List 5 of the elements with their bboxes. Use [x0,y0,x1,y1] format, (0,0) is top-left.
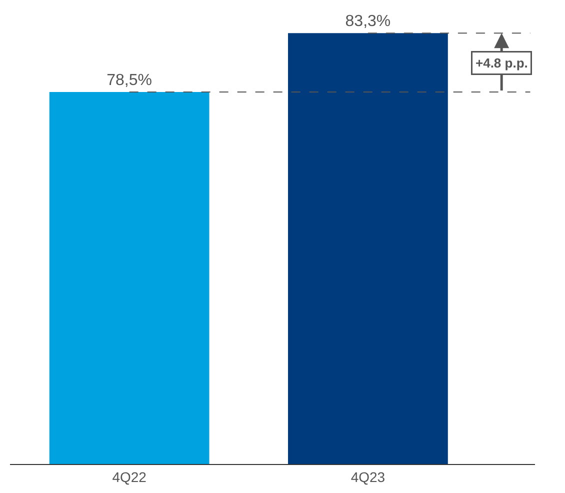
data-label: 78,5% [106,72,152,90]
x-tick-label: 4Q22 [112,468,147,485]
x-tick-label: 4Q23 [350,468,386,485]
annotation: +4.8 p.p. [476,56,528,70]
data-label: 83,3% [345,13,391,30]
